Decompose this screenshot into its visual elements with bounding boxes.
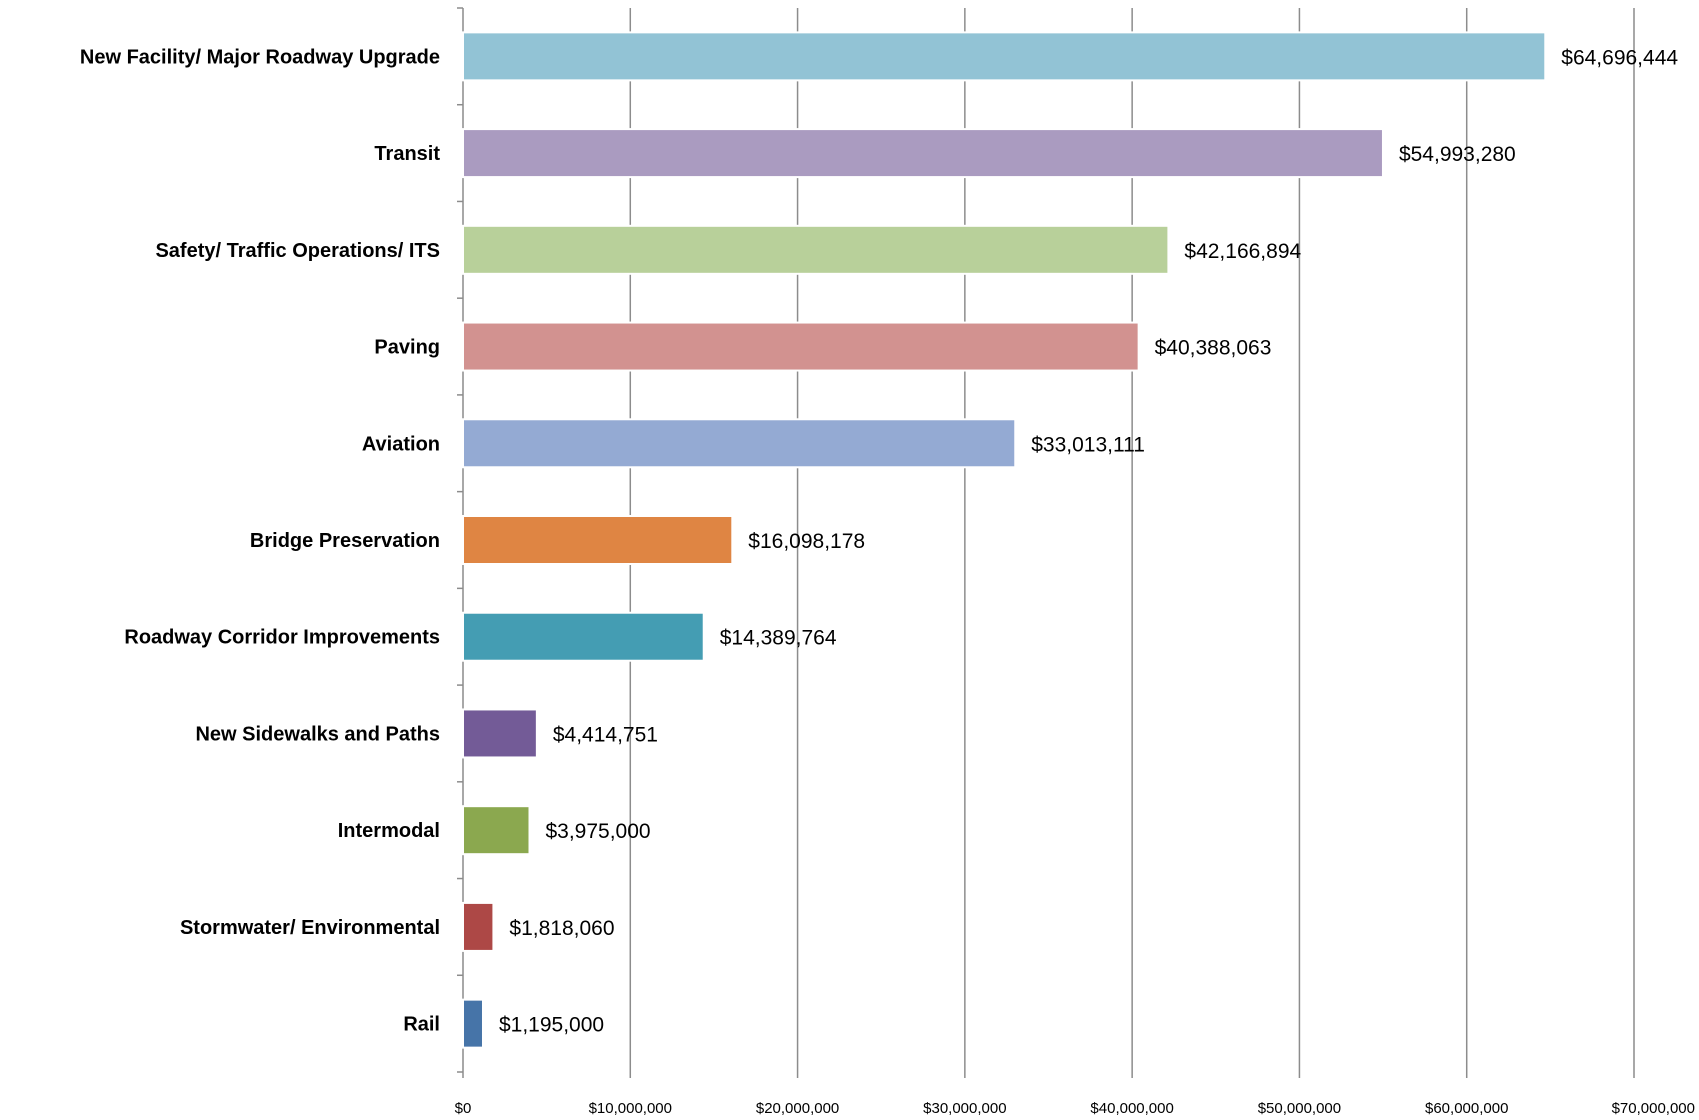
category-label: Roadway Corridor Improvements xyxy=(124,627,440,649)
bar xyxy=(462,708,538,759)
x-tick-label: $30,000,000 xyxy=(923,1100,1006,1117)
x-tick-label: $60,000,000 xyxy=(1425,1100,1508,1117)
bar xyxy=(462,611,705,662)
bar xyxy=(462,128,1384,179)
x-tick-label: $20,000,000 xyxy=(756,1100,839,1117)
value-labels: $64,696,444 $54,993,280 $42,166,894 $40,388… xyxy=(499,46,1678,1036)
bar xyxy=(462,998,484,1049)
gridlines xyxy=(629,8,1635,1078)
category-label: Safety/ Traffic Operations/ ITS xyxy=(155,240,440,262)
category-label: Aviation xyxy=(362,433,440,455)
bar xyxy=(462,805,531,856)
x-tick-label: $50,000,000 xyxy=(1258,1100,1341,1117)
bar xyxy=(462,901,495,952)
x-tick-label: $0 xyxy=(455,1100,472,1117)
data-label: $3,975,000 xyxy=(545,820,650,843)
x-tick-label: $10,000,000 xyxy=(589,1100,672,1117)
x-tick-label: $70,000,000 xyxy=(1612,1100,1695,1117)
bar xyxy=(462,31,1547,82)
category-label: Paving xyxy=(374,337,440,359)
category-label: Intermodal xyxy=(338,820,440,842)
data-label: $42,166,894 xyxy=(1184,240,1301,263)
bar xyxy=(462,418,1017,469)
x-tick-labels: $0 $10,000,000 $20,000,000 $30,000,000 $40,0… xyxy=(455,1100,1695,1117)
bar xyxy=(462,224,1170,275)
category-label: Transit xyxy=(374,143,440,165)
data-label: $1,195,000 xyxy=(499,1014,604,1037)
category-label: Stormwater/ Environmental xyxy=(180,917,440,939)
data-label: $16,098,178 xyxy=(748,530,865,553)
bar xyxy=(462,321,1140,372)
bar xyxy=(462,515,734,565)
data-label: $33,013,111 xyxy=(1031,433,1145,456)
data-label: $14,389,764 xyxy=(720,627,837,650)
category-label: Bridge Preservation xyxy=(250,530,440,552)
data-label: $64,696,444 xyxy=(1561,46,1678,69)
data-label: $1,818,060 xyxy=(509,917,614,940)
bars xyxy=(462,31,1547,1049)
category-label: Rail xyxy=(403,1014,440,1036)
data-label: $54,993,280 xyxy=(1399,143,1516,166)
category-label: New Sidewalks and Paths xyxy=(195,723,440,745)
x-tick-label: $40,000,000 xyxy=(1090,1100,1173,1117)
data-label: $40,388,063 xyxy=(1155,337,1272,360)
category-labels: New Facility/ Major Roadway Upgrade Trans… xyxy=(80,46,440,1035)
data-label: $4,414,751 xyxy=(553,723,658,746)
category-label: New Facility/ Major Roadway Upgrade xyxy=(80,46,440,68)
